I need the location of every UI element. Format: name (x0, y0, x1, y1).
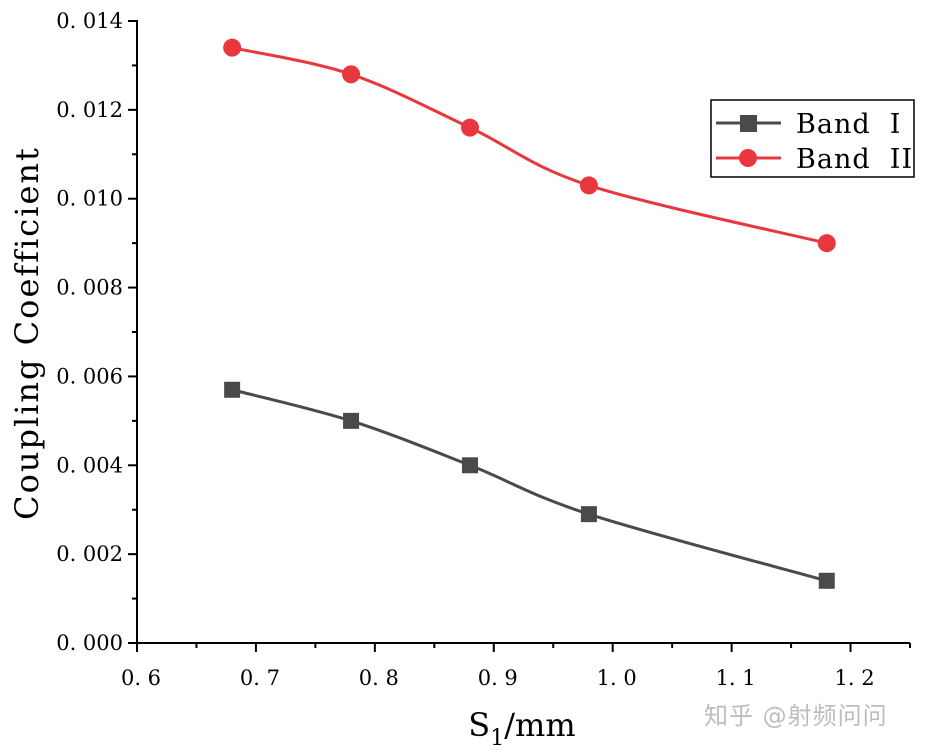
data-point-square (343, 412, 360, 429)
legend: Band I Band II (710, 99, 915, 178)
legend-square-marker (740, 115, 757, 132)
data-point-square (461, 457, 478, 474)
legend-label: Band I (796, 109, 901, 140)
data-point-square (224, 381, 241, 398)
data-point-square (818, 572, 835, 589)
x-tick-label: 1. 0 (597, 666, 637, 690)
x-tick-label: 1. 2 (834, 666, 874, 690)
y-tick-label: 0. 010 (56, 187, 123, 211)
y-tick-label: 0. 002 (56, 542, 123, 566)
series-line-2 (231, 46, 828, 245)
watermark: 知乎 @射频问问 (704, 702, 888, 730)
y-axis-label: Coupling Coefficient (8, 146, 46, 520)
data-point-circle (223, 38, 242, 57)
series (223, 38, 836, 589)
x-axis-label: S1/mm (468, 706, 575, 751)
y-tick-label: 0. 014 (56, 9, 123, 33)
legend-circle-marker (739, 149, 757, 167)
x-tick-label: 0. 9 (478, 666, 518, 690)
y-tick-label: 0. 000 (56, 631, 123, 655)
data-point-circle (460, 118, 479, 137)
axes: 0. 000 0. 002 0. 004 0. 006 0. 008 0. 010 0. 0… (56, 9, 911, 690)
y-tick-label: 0. 008 (56, 276, 123, 300)
data-point-square (580, 506, 597, 523)
data-point-circle (817, 234, 836, 253)
data-point-circle (579, 176, 598, 195)
x-tick-label: 0. 6 (121, 666, 161, 690)
y-tick-label: 0. 006 (56, 364, 123, 388)
y-tick-label: 0. 012 (56, 98, 123, 122)
x-tick-label: 1. 1 (716, 666, 756, 690)
data-point-circle (342, 65, 361, 84)
series-line-1 (231, 388, 828, 583)
legend-label: Band II (796, 144, 913, 175)
y-tick-label: 0. 004 (56, 453, 123, 477)
x-tick-label: 0. 8 (359, 666, 399, 690)
x-tick-label: 0. 7 (240, 666, 280, 690)
